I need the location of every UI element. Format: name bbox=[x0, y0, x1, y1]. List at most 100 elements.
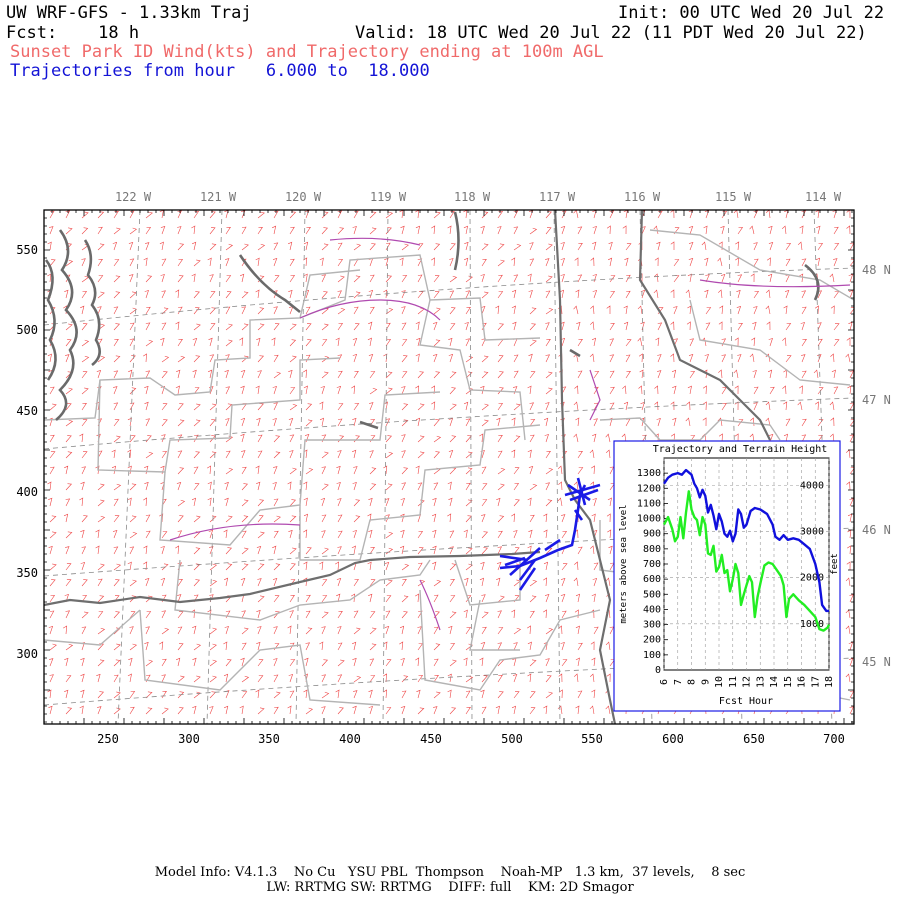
inset-left-tick: 400 bbox=[643, 604, 661, 615]
traj-to-word: to bbox=[327, 61, 348, 81]
inset-x-tick: 8 bbox=[687, 679, 698, 685]
county-line bbox=[649, 229, 854, 301]
inset-left-tick: 800 bbox=[643, 544, 661, 555]
inset-x-tick: 9 bbox=[700, 679, 711, 685]
lat-label: 45 N bbox=[862, 655, 891, 669]
river bbox=[589, 369, 601, 421]
inset-x-tick: 10 bbox=[714, 676, 725, 688]
inset-series bbox=[662, 468, 831, 632]
x-tick-label: 250 bbox=[97, 732, 119, 746]
river bbox=[329, 237, 421, 246]
y-tick-labels: 550 500 450 400 350 300 bbox=[16, 243, 38, 661]
columbia-river bbox=[453, 211, 460, 271]
river bbox=[169, 523, 301, 541]
x-tick-label: 400 bbox=[339, 732, 361, 746]
coastline bbox=[44, 211, 820, 430]
inset-grid bbox=[663, 458, 830, 671]
trajectory-range: Trajectories from hour 6.000 to 18.000 bbox=[10, 62, 430, 80]
puget-sound-shore bbox=[83, 239, 101, 367]
latitude-line bbox=[44, 397, 854, 450]
x-tick-label: 500 bbox=[501, 732, 523, 746]
longitude-line bbox=[639, 210, 653, 724]
y-tick-label: 350 bbox=[16, 566, 38, 580]
frame-ticks bbox=[43, 209, 854, 724]
map-frame bbox=[43, 209, 855, 725]
inset-x-ticks: 6 7 8 9 10 11 12 13 14 15 16 17 18 bbox=[659, 676, 835, 688]
inset-ylabel-right: feet bbox=[830, 553, 840, 575]
county-line bbox=[599, 417, 781, 441]
river bbox=[699, 279, 851, 288]
inset-left-ticks: 0 100 200 300 400 500 600 700 800 900 1000 1100 1200… bbox=[637, 468, 661, 676]
county-line bbox=[419, 589, 601, 691]
traj-from: 6.000 bbox=[265, 61, 318, 81]
river bbox=[419, 579, 441, 631]
lon-label: 120 W bbox=[285, 190, 322, 204]
inset-title: Trajectory and Terrain Height bbox=[653, 444, 828, 455]
inset-right-tick: 4000 bbox=[800, 480, 824, 491]
trajectory-barbs bbox=[499, 547, 541, 576]
trajectory-barbs bbox=[504, 538, 561, 591]
inset-x-tick: 18 bbox=[824, 676, 835, 688]
inset-right-ticks: 1000 2000 3000 4000 bbox=[800, 480, 824, 629]
inset-left-tick: 200 bbox=[643, 635, 661, 646]
forecast-label: Fcst: bbox=[6, 23, 58, 43]
terrain-height-line bbox=[662, 490, 831, 632]
lon-label: 118 W bbox=[454, 190, 491, 204]
inset-left-tick: 1300 bbox=[637, 468, 661, 479]
lon-label: 116 W bbox=[624, 190, 661, 204]
x-tick-label: 300 bbox=[178, 732, 200, 746]
inset-left-tick: 900 bbox=[643, 529, 661, 540]
county-line bbox=[97, 357, 341, 473]
lat-labels: 48 N 47 N 46 N 45 N bbox=[862, 263, 891, 669]
county-line bbox=[469, 599, 520, 651]
lon-labels: 122 W 121 W 120 W 119 W 118 W 117 W 116 … bbox=[115, 190, 842, 204]
inset-x-tick: 17 bbox=[810, 676, 821, 688]
lake bbox=[569, 348, 581, 358]
county-line bbox=[174, 559, 431, 621]
inset-x-tick: 14 bbox=[769, 676, 780, 688]
oregon-idaho-border bbox=[574, 499, 617, 724]
county-line bbox=[689, 299, 851, 386]
county-line bbox=[419, 299, 526, 441]
x-tick-label: 650 bbox=[743, 732, 765, 746]
lon-label: 114 W bbox=[805, 190, 842, 204]
inset-right-tick: 3000 bbox=[800, 527, 824, 538]
longitude-line bbox=[117, 210, 141, 724]
longitude-line bbox=[469, 210, 473, 724]
reservoir bbox=[359, 420, 379, 430]
y-tick-label: 500 bbox=[16, 323, 38, 337]
terrain-inset: Trajectory and Terrain Height 0 100 200 300… bbox=[613, 440, 841, 712]
inset-x-tick: 12 bbox=[742, 676, 753, 688]
idaho-montana-border bbox=[638, 210, 771, 441]
x-tick-label: 350 bbox=[258, 732, 280, 746]
inset-right-tick: 2000 bbox=[800, 573, 824, 584]
oregon-washington-border bbox=[44, 550, 541, 607]
flathead-lake bbox=[804, 263, 820, 301]
map-title: UW WRF-GFS - 1.33km Traj bbox=[6, 3, 252, 23]
inset-left-tick: 1100 bbox=[637, 498, 661, 509]
forecast-value: 18 h bbox=[98, 23, 140, 43]
lat-label: 48 N bbox=[862, 263, 891, 277]
lon-label: 115 W bbox=[715, 190, 752, 204]
inset-left-tick: 500 bbox=[643, 589, 661, 600]
model-info: Model Info: V4.1.3 No Cu YSU PBL Thompso… bbox=[154, 865, 746, 880]
inset-left-tick: 1200 bbox=[637, 483, 661, 494]
inset-x-tick: 7 bbox=[673, 679, 684, 685]
x-tick-label: 550 bbox=[581, 732, 603, 746]
longitude-line bbox=[295, 210, 306, 724]
inset-left-tick: 0 bbox=[655, 665, 661, 676]
inset-left-tick: 700 bbox=[643, 559, 661, 570]
traj-label: Trajectories from hour bbox=[10, 61, 236, 81]
lon-label: 122 W bbox=[115, 190, 152, 204]
puget-sound-shore bbox=[44, 259, 57, 381]
map-subtitle: Sunset Park ID Wind(kts) and Trajectory … bbox=[10, 42, 604, 62]
inset-ylabel-left: meters above sea level bbox=[619, 504, 629, 623]
county-line bbox=[44, 609, 141, 646]
x-tick-labels: 250 300 350 400 450 500 550 600 650 700 bbox=[97, 732, 845, 746]
lon-label: 121 W bbox=[200, 190, 237, 204]
valid-time: Valid: 18 UTC Wed 20 Jul 22 (11 PDT Wed … bbox=[355, 23, 867, 43]
lat-label: 47 N bbox=[862, 393, 891, 407]
x-tick-label: 700 bbox=[823, 732, 845, 746]
x-tick-label: 600 bbox=[662, 732, 684, 746]
